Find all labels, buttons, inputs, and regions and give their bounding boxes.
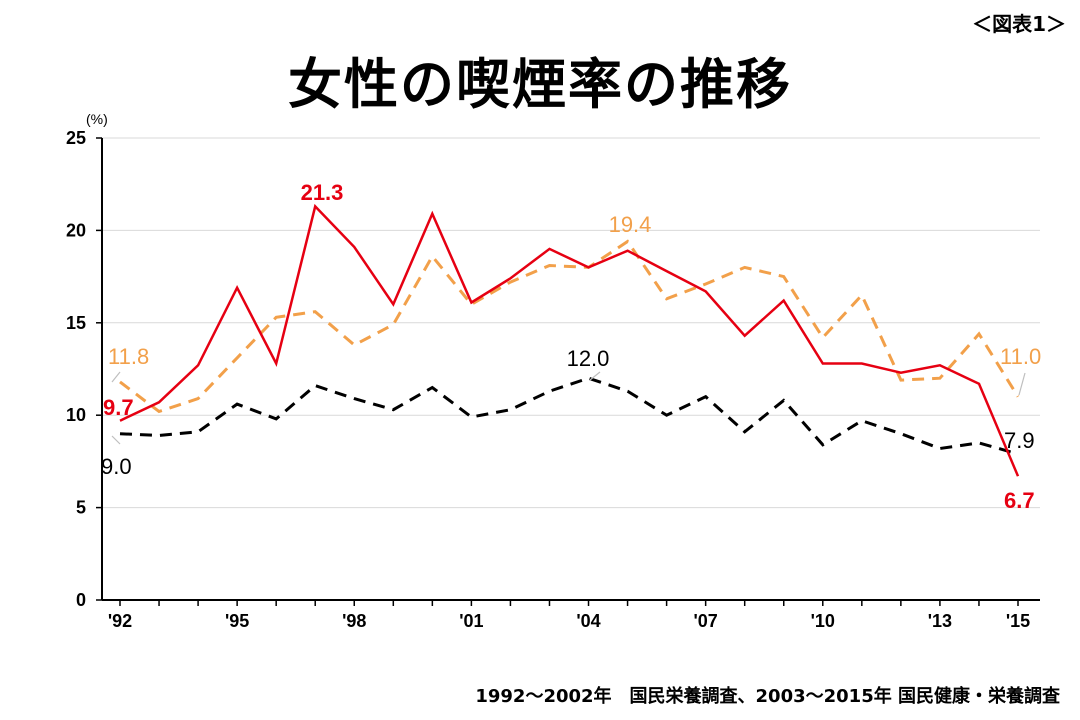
x-tick-label: '07 [693,611,717,631]
x-tick-label: '15 [1006,611,1030,631]
annotation-label: 7.9 [1004,428,1035,453]
y-tick-label: 10 [66,405,86,425]
x-tick-label: '01 [459,611,483,631]
leader-line [1018,372,1026,396]
leader-line [589,371,601,381]
callout-leaders [111,371,1026,445]
annotation-label: 9.0 [101,454,132,479]
series-line-1 [119,203,1020,477]
x-tick-label: '13 [928,611,952,631]
source-note: 1992〜2002年 国民栄養調査、2003〜2015年 国民健康・栄養調査 [475,686,1060,707]
y-axis-unit: (%) [86,111,108,127]
leader-line [111,371,121,383]
x-tick-label: '92 [108,611,132,631]
y-tick-label: 5 [76,498,86,518]
y-tick-label: 25 [66,128,86,148]
axes: 0 5 10 15 20 25(%) '92 '95 '98 '01 '04 '07 '10 '13 '15 [66,111,1040,631]
annotation-label: 21.3 [301,180,344,205]
annotation-label: 11.0 [1000,344,1041,369]
x-tick-label: '98 [342,611,366,631]
series-line-2 [119,239,1020,414]
x-tick-label: '10 [811,611,835,631]
annotation-label: 12.0 [567,346,610,371]
series-line-3 [119,376,1019,456]
annotation-label: 9.7 [103,395,134,420]
series-lines [119,203,1020,477]
leader-line [111,435,121,445]
x-tick-label: '04 [576,611,600,631]
annotation-label: 11.8 [108,344,149,369]
annotation-label: 6.7 [1004,488,1035,513]
labels: 21.3 9.7 6.7 11.8 19.4 11.0 12.0 9.0 7.9 [101,180,1041,513]
figure-label: ＜図表1＞ [972,12,1066,36]
grid-lines [102,137,1040,509]
y-tick-label: 0 [76,590,86,610]
chart-title: 女性の喫煙率の推移 [288,53,792,116]
y-tick-label: 15 [66,313,86,333]
y-tick-label: 20 [66,220,86,240]
x-tick-label: '95 [225,611,249,631]
annotation-label: 19.4 [609,212,652,237]
